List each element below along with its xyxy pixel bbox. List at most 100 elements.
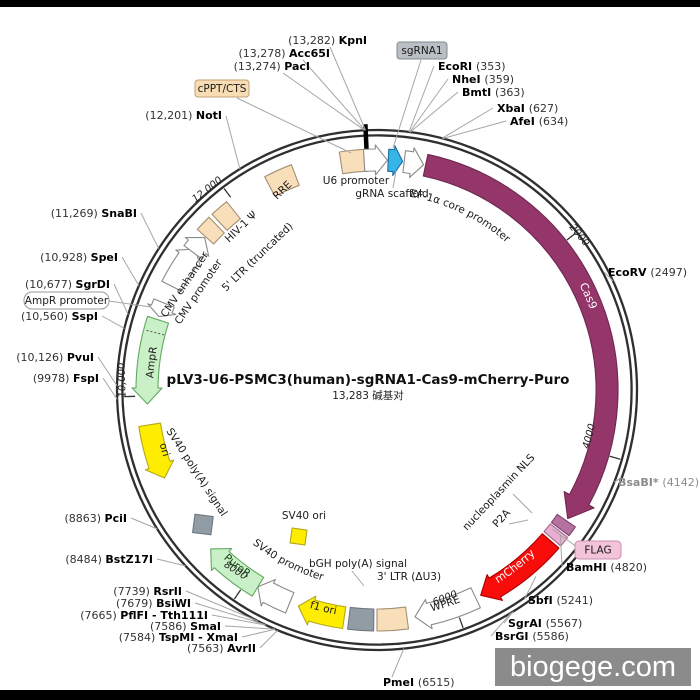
site-leader-fspi xyxy=(102,377,118,400)
badge-sgrna1 xyxy=(396,41,448,60)
site-label-fspi: (9978) FspI xyxy=(33,372,99,385)
site-label-acc65i: (13,278) Acc65I xyxy=(238,47,330,60)
site-label-sgrdi: (10,677) SgrDI xyxy=(25,278,110,291)
site-label-part: (7679) xyxy=(116,597,156,610)
site-label-part: (10,560) xyxy=(21,310,72,323)
site-label-part: (9978) xyxy=(33,372,73,385)
tick-2000 xyxy=(566,232,576,241)
tick-8000 xyxy=(233,589,242,600)
site-leader-pcii xyxy=(130,517,158,530)
site-label-ecorv: EcoRV (2497) xyxy=(608,266,687,279)
site-label-ecori: EcoRI (353) xyxy=(438,60,506,73)
feature-ef1a-core-promoter xyxy=(402,147,425,179)
feature-ori xyxy=(138,422,175,479)
feature-sv40-promoter xyxy=(257,578,295,614)
site-leader-kpni xyxy=(329,46,366,131)
feature-label-text-ampr: AmpR xyxy=(144,346,160,379)
site-label-bsiwi: (7679) BsiWI xyxy=(116,597,191,610)
badge-ampr-promoter xyxy=(23,291,110,310)
site-leader-bamhi xyxy=(559,533,563,567)
boundary-dash-0 xyxy=(144,329,165,336)
feature-sv40-polya xyxy=(191,513,214,536)
site-label-bamhi: BamHI (4820) xyxy=(566,561,647,574)
feature-ampr-promoter xyxy=(147,298,177,318)
site-label-part: (4142) xyxy=(662,476,699,489)
feature-p2a xyxy=(543,523,569,547)
site-label-part: SgrDI xyxy=(76,278,110,291)
site-label-part: (12,201) xyxy=(145,109,196,122)
site-leader-nhei xyxy=(409,78,449,133)
site-label-pvui: (10,126) PvuI xyxy=(16,351,94,364)
site-leader-ecorv xyxy=(603,271,614,282)
site-label-part: SgrAI xyxy=(508,617,546,630)
feature-sgrna1 xyxy=(387,145,404,177)
site-label-part: BsiWI xyxy=(156,597,191,610)
site-label-part: (10,126) xyxy=(16,351,67,364)
site-label-part: (634) xyxy=(539,115,569,128)
site-leader-rsrii xyxy=(185,590,259,622)
site-leader-sbfi xyxy=(523,576,537,601)
site-label-part: (6515) xyxy=(418,676,455,689)
site-label-part: (2497) xyxy=(650,266,687,279)
site-label-xbai: XbaI (627) xyxy=(497,102,558,115)
site-leader-ecori xyxy=(408,65,435,133)
site-label-part: (359) xyxy=(484,73,514,86)
site-label-part: BsrGI xyxy=(495,630,532,643)
site-label-pcii: (8863) PciI xyxy=(64,512,127,525)
site-label-part: (5586) xyxy=(532,630,569,643)
site-leader-pflfi-tth111i xyxy=(211,614,267,626)
feature-mcherry xyxy=(480,533,560,601)
site-label-part: (13,278) xyxy=(238,47,289,60)
tick-4000 xyxy=(609,455,621,460)
feature-label-3-ltr-u3: 3' LTR (ΔU3) xyxy=(377,571,441,583)
site-label-part: (11,269) xyxy=(51,207,102,220)
feature-bgh-polya xyxy=(347,606,375,632)
site-leader-sspi xyxy=(101,315,125,329)
feature-label-p2a: P2A xyxy=(490,506,513,530)
feature-u6-promoter xyxy=(362,144,388,176)
site-label-part: SmaI xyxy=(190,620,221,633)
feature-label-ampr: AmpR xyxy=(144,346,160,379)
site-label-kpni: (13,282) KpnI xyxy=(288,34,367,47)
site-label-part: (7739) xyxy=(113,585,153,598)
site-leader-noti xyxy=(225,115,241,170)
feature-cmv-enhancer xyxy=(161,248,202,292)
site-label-nhei: NheI (359) xyxy=(452,73,514,86)
site-leader-paci xyxy=(282,72,365,131)
site-label-part: EcoRV xyxy=(608,266,650,279)
feature-sv40-ori xyxy=(289,527,308,546)
feature-label-ori: ori xyxy=(157,442,172,458)
label-leader-1 xyxy=(351,570,365,587)
badge-label-cppt-cts: cPPT/CTS xyxy=(198,83,247,95)
badge-leader-cppt-cts xyxy=(236,97,352,154)
site-leader-afei xyxy=(442,120,507,139)
label-leader-3 xyxy=(508,519,529,525)
site-label-part: PvuI xyxy=(67,351,94,364)
site-label-part: SnaBI xyxy=(101,207,137,220)
feature-ltr5-truncated xyxy=(196,216,225,245)
tick-label-2000: 2000 xyxy=(567,222,592,249)
site-leader-xbai xyxy=(441,107,494,139)
site-label-part: (7586) xyxy=(150,620,190,633)
site-label-part: SpeI xyxy=(91,251,118,264)
site-leader-bstz17i xyxy=(156,558,186,567)
site-leader-pvui xyxy=(97,356,118,387)
feature-label-u6-promoter: U6 promoter xyxy=(323,175,390,187)
badge-flag xyxy=(574,540,622,560)
site-label-pmei: PmeI (6515) xyxy=(383,676,455,689)
site-label-smai: (7586) SmaI xyxy=(150,620,221,633)
site-label-part: Acc65I xyxy=(289,47,330,60)
site-label-part: (10,928) xyxy=(40,251,91,264)
site-label-part: (353) xyxy=(476,60,506,73)
site-label-part: BamHI xyxy=(566,561,610,574)
site-label-avrii: (7563) AvrII xyxy=(187,642,256,655)
site-label-sbfi: SbfI (5241) xyxy=(528,594,593,607)
label-path-puror xyxy=(149,396,422,618)
origin-tick xyxy=(363,124,369,153)
badge-leader-flag xyxy=(551,528,578,548)
site-label-part: (5567) xyxy=(546,617,583,630)
site-label-part: (4820) xyxy=(610,561,647,574)
badge-leader-ampr-promoter xyxy=(108,300,152,308)
feature-hiv1-psi xyxy=(211,201,241,231)
backbone-ring-1 xyxy=(121,134,633,646)
